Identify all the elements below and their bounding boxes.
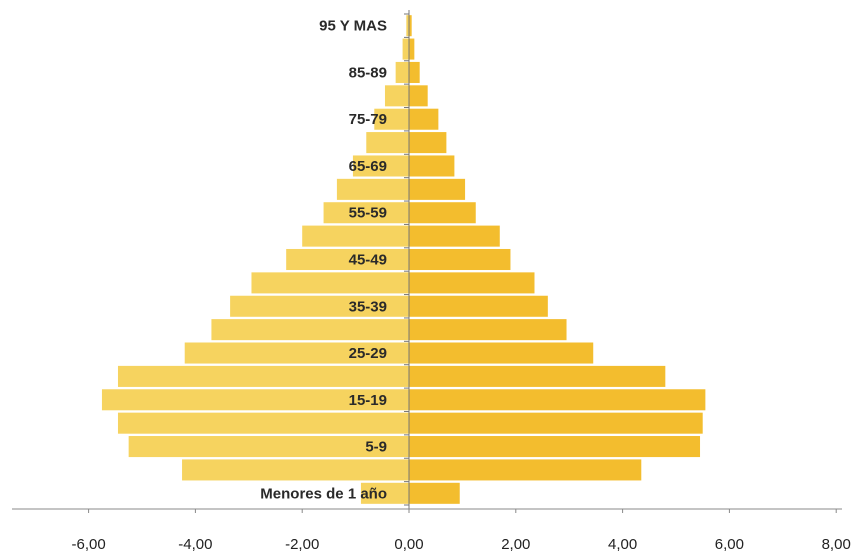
bar-left-19 [402,38,409,60]
category-label: 65-69 [349,158,387,175]
bar-right-4 [409,389,706,411]
bar-right-18 [409,61,420,83]
category-label: 45-49 [349,252,387,269]
bar-left-2 [128,436,409,458]
bar-right-9 [409,272,535,294]
x-tick-label: 2,00 [501,536,530,552]
bar-left-9 [251,272,409,294]
bar-left-6 [184,342,409,364]
x-tick-label: -4,00 [178,536,212,552]
bar-right-3 [409,412,703,434]
bar-left-11 [302,225,409,247]
bar-left-3 [117,412,409,434]
category-label: 85-89 [349,64,387,81]
category-label: 15-19 [349,392,387,409]
category-label: 5-9 [365,439,387,456]
x-tick-label: -2,00 [285,536,319,552]
bar-left-5 [117,365,409,387]
bar-right-13 [409,178,466,200]
bar-left-8 [230,295,409,317]
bar-right-19 [409,38,415,60]
bar-left-20 [406,15,409,37]
x-tick-label: 6,00 [715,536,744,552]
bar-right-20 [409,15,412,37]
category-label: 75-79 [349,111,387,128]
bar-right-12 [409,202,476,224]
axes-group [12,10,842,513]
bar-left-7 [211,319,409,341]
bar-left-0 [360,482,409,504]
bar-right-1 [409,459,642,481]
category-label: Menores de 1 año [260,485,387,502]
bar-right-2 [409,436,701,458]
bar-left-1 [182,459,409,481]
bar-right-0 [409,482,460,504]
bar-left-12 [323,202,409,224]
bar-right-16 [409,108,439,130]
bars-group [101,15,706,504]
category-label: 55-59 [349,205,387,222]
bar-right-6 [409,342,594,364]
bar-right-11 [409,225,500,247]
bar-left-18 [395,61,409,83]
labels-group: -6,00 -4,00 -2,00 0,00 2,00 4,00 6,00 8,00 95 Y … [71,18,850,552]
bar-left-17 [384,85,409,107]
bar-right-17 [409,85,428,107]
bar-right-10 [409,248,511,271]
bar-right-14 [409,155,455,177]
x-tick-label: 4,00 [608,536,637,552]
bar-right-15 [409,132,447,154]
bar-right-7 [409,319,567,341]
bar-right-8 [409,295,548,317]
category-label: 25-29 [349,345,387,362]
category-label: 35-39 [349,298,387,315]
bar-left-4 [101,389,409,411]
bar-right-5 [409,365,666,387]
bar-left-10 [286,248,409,271]
bar-left-15 [366,132,409,154]
x-tick-label: 8,00 [822,536,851,552]
bar-left-16 [374,108,409,130]
category-label: 95 Y MAS [319,18,387,35]
x-tick-label: 0,00 [394,536,423,552]
bar-left-13 [336,178,409,200]
x-tick-label: -6,00 [71,536,105,552]
bar-left-14 [352,155,409,177]
